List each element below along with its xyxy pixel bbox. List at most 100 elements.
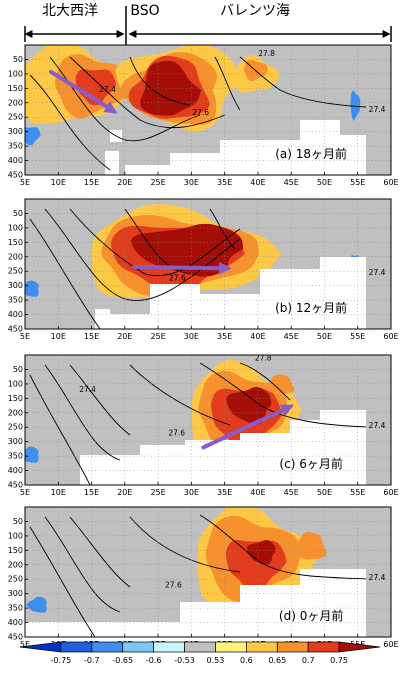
contour-label: 27.4 [79, 385, 96, 394]
region-bso: BSO [130, 3, 159, 19]
density-contour [199, 362, 367, 428]
colorbar-segment [122, 641, 154, 653]
y-tick-label: 150 [8, 394, 23, 403]
density-contour [44, 516, 121, 613]
panel-label: (a) 18ヶ月前 [275, 146, 347, 161]
contour-label: 27.6 [192, 108, 209, 117]
x-tick-label: 35E [217, 178, 232, 187]
x-tick-label: 20E [117, 178, 132, 187]
contour-label: 27.6 [169, 274, 186, 283]
colorbar-label: -0.53 [174, 656, 195, 665]
y-tick-label: 300 [8, 281, 23, 290]
contour-label: 27.4 [369, 421, 386, 430]
seafloor-mask [110, 257, 366, 329]
colorbar: -0.75 -0.7 -0.65 -0.6 -0.53 0.53 0.6 0.65 0.7 0.7… [19, 641, 381, 665]
x-tick-label: 25E [150, 488, 165, 497]
y-tick-label: 400 [8, 310, 23, 319]
panel-frame [24, 44, 392, 176]
colorbar-label: 0.7 [302, 656, 315, 665]
panel-frame [24, 198, 392, 330]
x-tick-label: 40E [250, 178, 265, 187]
x-tick-label: 10E [51, 332, 66, 341]
contour-label: 27.4 [369, 268, 386, 277]
x-tick-label: 50E [317, 178, 332, 187]
anomaly-region [226, 386, 272, 425]
y-tick-label: 200 [8, 98, 23, 107]
y-tick-label: 450 [8, 481, 23, 490]
density-contour [239, 56, 367, 108]
density-contour [29, 526, 96, 637]
y-tick-label: 300 [8, 589, 23, 598]
anomaly-region [25, 446, 39, 463]
anomaly-region [131, 223, 244, 277]
x-tick-label: 5E [20, 332, 30, 341]
anomaly-region [26, 596, 47, 613]
region-barents-sea: バレンツ海 [220, 3, 290, 19]
x-tick-label: 40E [250, 332, 265, 341]
x-tick-label: 60E [383, 640, 398, 649]
y-tick-label: 150 [8, 238, 23, 247]
seafloor-mask [25, 569, 366, 637]
x-tick-label: 20E [117, 488, 132, 497]
y-tick-label: 150 [8, 546, 23, 555]
y-tick-label: 100 [8, 223, 23, 232]
panel-d: 27.4 27.6 27.4 (d) 0ヶ月前 50 100 150 200 250 300 350… [8, 501, 399, 649]
y-tick-label: 350 [8, 604, 23, 613]
density-contour [214, 56, 241, 111]
colorbar-label: 0.65 [268, 656, 286, 665]
colorbar-label: 0.75 [330, 656, 348, 665]
contour-label: 27.8 [258, 49, 275, 58]
seafloor-mask [105, 151, 119, 175]
contour-label: 27.6 [168, 428, 185, 437]
density-contour [29, 218, 101, 329]
seafloor-mask [80, 410, 366, 485]
y-tick-label: 200 [8, 252, 23, 261]
region-north-atlantic: 北大西洋 [42, 3, 98, 19]
x-tick-label: 40E [250, 488, 265, 497]
y-tick-label: 250 [8, 267, 23, 276]
seafloor-mask [95, 455, 115, 485]
x-tick-label: 55E [350, 332, 365, 341]
x-tick-label: 25E [150, 332, 165, 341]
anomaly-region [264, 374, 295, 394]
panel-frame [24, 354, 392, 486]
x-tick-label: 60E [383, 332, 398, 341]
x-tick-label: 20E [117, 332, 132, 341]
y-tick-label: 50 [13, 517, 23, 526]
colorbar-segment [215, 641, 247, 653]
flow-arrow [201, 404, 294, 450]
density-contour [124, 208, 191, 275]
y-tick-label: 100 [8, 531, 23, 540]
density-contour [129, 364, 231, 426]
contour-label: 27.6 [165, 580, 182, 589]
y-tick-label: 150 [8, 84, 23, 93]
y-tick-label: 250 [8, 113, 23, 122]
region-header: 北大西洋 BSO バレンツ海 [24, 3, 392, 46]
contour-label: 27.4 [165, 501, 182, 510]
colorbar-segment [60, 641, 93, 653]
x-tick-label: 30E [184, 488, 199, 497]
panel-a: 27.8 27.4 27.6 27.4 (a) 18ヶ月前 50 100 150 200 250 3… [8, 44, 399, 187]
x-tick-label: 45E [284, 178, 299, 187]
x-tick-label: 50E [317, 488, 332, 497]
x-tick-label: 55E [350, 178, 365, 187]
y-tick-label: 200 [8, 560, 23, 569]
seafloor-mask [95, 309, 110, 329]
y-tick-label: 300 [8, 127, 23, 136]
density-contour [129, 516, 241, 573]
flow-arrow [132, 261, 232, 275]
x-tick-label: 15E [84, 332, 99, 341]
x-tick-label: 45E [284, 488, 299, 497]
contour-label: 27.8 [255, 353, 272, 362]
x-tick-label: 15E [84, 488, 99, 497]
density-contour [69, 56, 226, 129]
x-tick-label: 45E [284, 332, 299, 341]
anomaly-region [75, 69, 117, 106]
colorbar-label: -0.7 [84, 656, 100, 665]
panel-c: 27.8 27.4 27.6 27.4 (c) 6ヶ月前 50 100 150 200 250 30… [8, 353, 399, 497]
anomaly-region [247, 539, 276, 566]
x-tick-label: 10E [51, 178, 66, 187]
contour-label: 27.4 [369, 105, 386, 114]
colorbar-segment [276, 641, 309, 653]
